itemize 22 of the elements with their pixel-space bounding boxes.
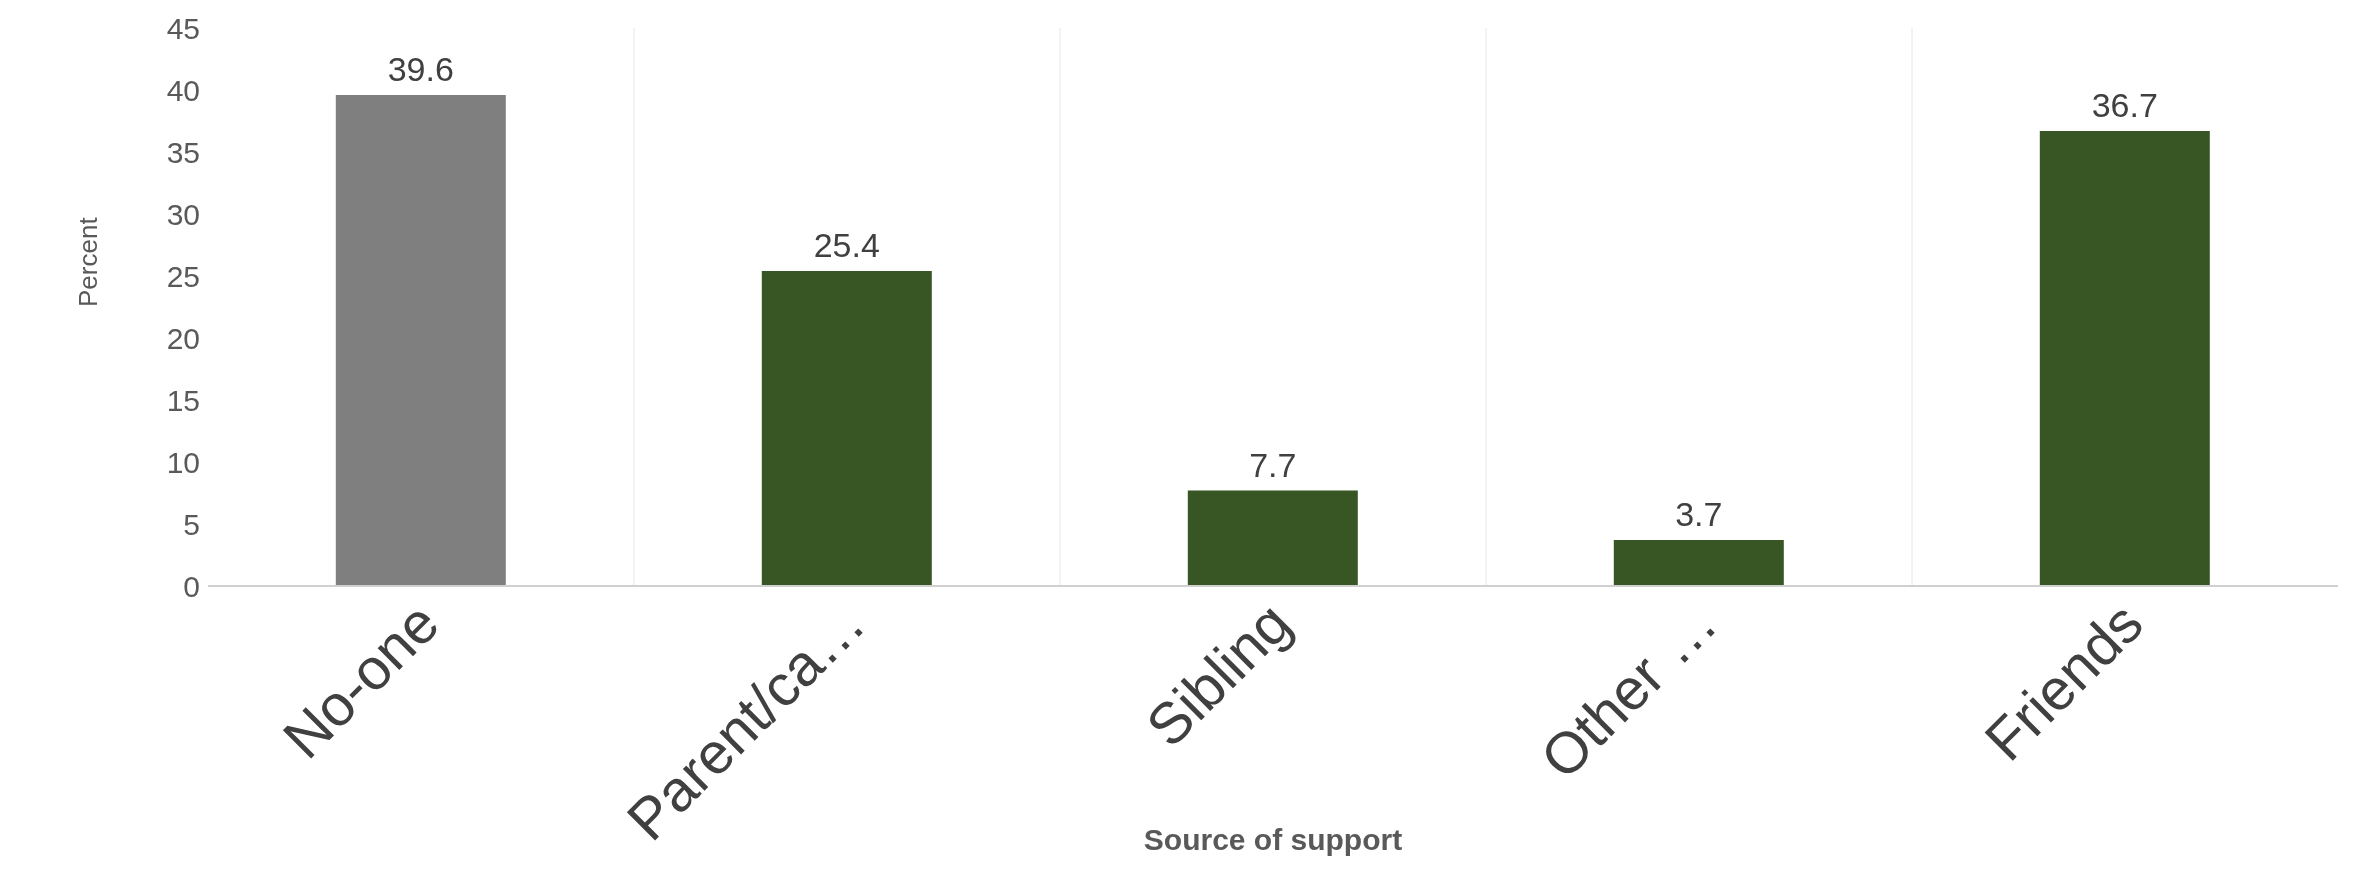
y-tick-label: 30	[166, 197, 200, 231]
bar	[2039, 130, 2210, 586]
bar	[761, 271, 932, 586]
y-axis-title: Percent	[73, 216, 104, 307]
y-tick-label: 45	[166, 11, 200, 45]
y-tick-label: 20	[166, 321, 200, 355]
y-tick-label: 25	[166, 259, 200, 293]
data-label: 25.4	[813, 226, 880, 265]
y-tick-label: 0	[183, 569, 200, 603]
y-tick-label: 35	[166, 135, 200, 169]
data-label: 3.7	[1675, 495, 1723, 534]
y-tick-label: 15	[166, 383, 200, 417]
x-axis-title: Source of support	[1143, 823, 1403, 856]
y-tick-label: 5	[183, 507, 200, 541]
data-label: 36.7	[2091, 85, 2158, 124]
y-tick-label: 40	[166, 73, 200, 107]
bar	[1187, 490, 1358, 586]
data-label: 39.6	[387, 49, 454, 88]
data-label: 7.7	[1249, 445, 1297, 484]
bar	[1613, 540, 1784, 586]
bar	[335, 94, 506, 586]
y-tick-label: 10	[166, 445, 200, 479]
